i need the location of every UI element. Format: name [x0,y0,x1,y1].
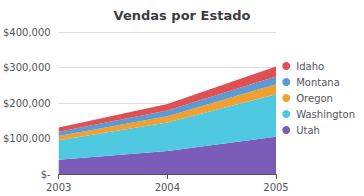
svg-text:Oregon: Oregon [296,93,333,104]
svg-text:$100,000: $100,000 [3,133,51,144]
svg-text:$-: $- [41,169,51,180]
svg-text:Washington: Washington [296,109,355,120]
svg-text:$300,000: $300,000 [3,62,51,73]
svg-text:$400,000: $400,000 [3,27,51,38]
svg-text:2003: 2003 [46,182,71,193]
svg-text:2005: 2005 [263,182,288,193]
svg-text:2004: 2004 [155,182,180,193]
svg-text:Utah: Utah [296,125,320,136]
svg-text:Vendas por Estado: Vendas por Estado [114,8,251,23]
svg-text:Montana: Montana [296,77,340,88]
svg-text:$200,000: $200,000 [3,98,51,109]
svg-text:Idaho: Idaho [296,61,324,72]
